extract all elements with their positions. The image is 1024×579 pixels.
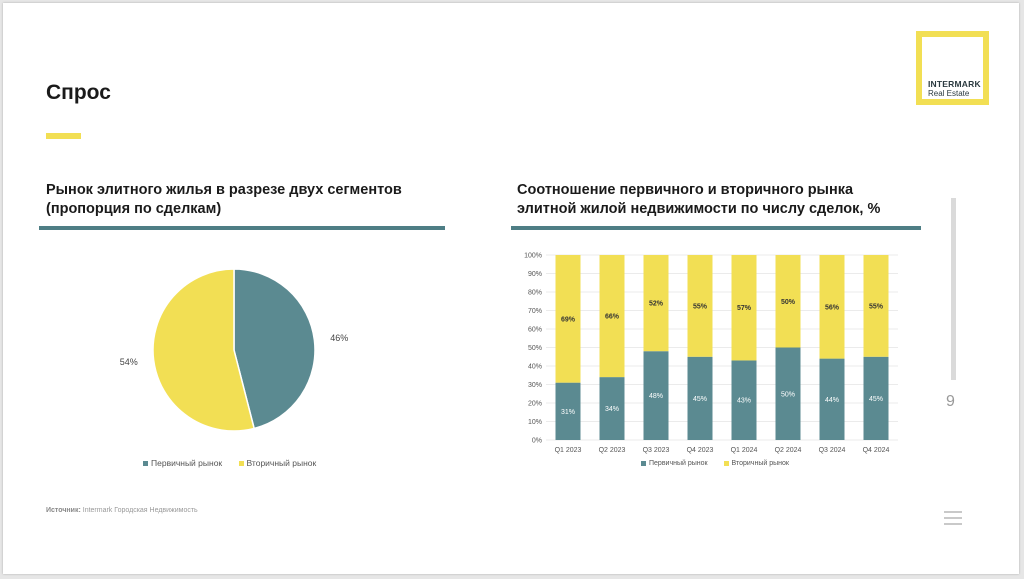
page-number: 9 bbox=[946, 393, 955, 410]
y-tick-label: 10% bbox=[528, 419, 542, 426]
right-divider bbox=[511, 226, 921, 230]
bar-segment-secondary bbox=[863, 255, 889, 357]
y-tick-label: 60% bbox=[528, 327, 542, 334]
y-tick-label: 100% bbox=[524, 253, 542, 260]
stacked-bar-chart: 0% 10% 20% 30% 40% 50% 60% 70% 80% 90% 100% 31% 69% Q… bbox=[524, 253, 898, 454]
bar-segment-primary bbox=[775, 347, 801, 440]
y-tick-label: 80% bbox=[528, 290, 542, 297]
y-tick-label: 50% bbox=[528, 345, 542, 352]
bar-segment-secondary bbox=[819, 255, 845, 359]
pie-legend: Первичный рынок Вторичный рынок bbox=[143, 458, 330, 468]
bar-legend: Первичный рынок Вторичный рынок bbox=[641, 460, 803, 467]
legend-item-primary: Первичный рынок bbox=[143, 458, 222, 468]
bar-value-label: 55% bbox=[869, 303, 884, 310]
pie-chart: 46% 54% bbox=[120, 268, 348, 432]
scroll-track[interactable] bbox=[951, 198, 956, 380]
y-tick-label: 30% bbox=[528, 382, 542, 389]
bar-value-label: 57% bbox=[737, 305, 752, 312]
x-tick-label: Q4 2023 bbox=[687, 447, 714, 454]
bar-segment-primary bbox=[599, 377, 625, 440]
title-accent-bar bbox=[46, 133, 81, 139]
bar-value-label: 48% bbox=[649, 393, 663, 400]
bar-segment-primary bbox=[731, 360, 757, 440]
x-tick-label: Q3 2024 bbox=[819, 447, 846, 454]
bar-value-label: 34% bbox=[605, 406, 619, 413]
bar-segment-primary bbox=[643, 351, 669, 440]
legend-swatch-primary bbox=[143, 461, 148, 467]
left-chart-title-line2: (пропорция по сделкам) bbox=[46, 201, 222, 217]
right-chart-title: Соотношение первичного и вторичного рынк… bbox=[517, 181, 880, 219]
logo-name: INTERMARK bbox=[928, 79, 981, 89]
pie-slice-primary bbox=[233, 268, 316, 430]
bar-value-label: 52% bbox=[649, 301, 664, 308]
bar-segment-secondary bbox=[731, 255, 757, 361]
y-tick-label: 70% bbox=[528, 308, 542, 315]
pie-slice-secondary bbox=[152, 268, 256, 432]
bar-legend-swatch-primary bbox=[641, 460, 646, 466]
pie-label-secondary: 54% bbox=[120, 357, 138, 367]
y-tick-label: 40% bbox=[528, 364, 542, 371]
slide: Спрос INTERMARK Real Estate Рынок элитно… bbox=[3, 3, 1019, 574]
x-tick-label: Q4 2024 bbox=[863, 447, 890, 454]
bar-value-label: 45% bbox=[693, 396, 707, 403]
source-text: Intermark Городская Недвижимость bbox=[82, 507, 198, 514]
bar-segment-secondary bbox=[643, 255, 669, 352]
y-tick-label: 90% bbox=[528, 271, 542, 278]
x-tick-label: Q3 2023 bbox=[643, 447, 670, 454]
page-title: Спрос bbox=[46, 81, 111, 104]
bar-legend-swatch-secondary bbox=[723, 460, 729, 466]
bar-segment-primary bbox=[863, 356, 889, 440]
bar-value-label: 55% bbox=[693, 303, 708, 310]
left-chart-title: Рынок элитного жилья в разрезе двух сегм… bbox=[46, 181, 402, 219]
legend-item-secondary: Вторичный рынок bbox=[238, 458, 317, 468]
bar-value-label: 31% bbox=[561, 409, 575, 416]
logo-subtitle: Real Estate bbox=[928, 89, 970, 98]
y-tick-label: 20% bbox=[528, 401, 542, 408]
legend-label-secondary: Вторичный рынок bbox=[246, 458, 317, 468]
pie-label-primary: 46% bbox=[330, 333, 348, 343]
bar-segment-secondary bbox=[687, 255, 713, 357]
bar-segment-primary bbox=[819, 358, 845, 440]
bar-value-label: 69% bbox=[561, 316, 576, 323]
bar-legend-item-primary: Первичный рынок bbox=[641, 460, 708, 467]
bar-segment-secondary bbox=[775, 255, 801, 348]
bar-legend-item-secondary: Вторичный рынок bbox=[723, 460, 789, 467]
bar-legend-label-primary: Первичный рынок bbox=[649, 460, 708, 467]
menu-icon[interactable] bbox=[944, 511, 962, 529]
legend-swatch-secondary bbox=[238, 461, 244, 467]
x-tick-label: Q1 2023 bbox=[555, 447, 582, 454]
right-chart-title-line1: Соотношение первичного и вторичного рынк… bbox=[517, 182, 854, 198]
bar-value-label: 66% bbox=[605, 314, 620, 321]
bar-segment-primary bbox=[555, 382, 581, 440]
x-tick-label: Q2 2023 bbox=[599, 447, 626, 454]
bar-value-label: 43% bbox=[737, 398, 751, 405]
source-note: Источник: Intermark Городская Недвижимос… bbox=[46, 507, 198, 514]
x-tick-label: Q2 2024 bbox=[775, 447, 802, 454]
bar-segment-primary bbox=[687, 356, 713, 440]
left-chart-title-line1: Рынок элитного жилья в разрезе двух сегм… bbox=[46, 182, 402, 198]
bar-value-label: 50% bbox=[781, 391, 795, 398]
left-divider bbox=[39, 226, 445, 230]
bar-value-label: 45% bbox=[869, 396, 883, 403]
bar-value-label: 44% bbox=[825, 397, 839, 404]
intermark-logo: INTERMARK Real Estate bbox=[916, 31, 989, 105]
bar-legend-label-secondary: Вторичный рынок bbox=[731, 460, 789, 467]
x-tick-label: Q1 2024 bbox=[731, 447, 758, 454]
right-chart-title-line2: элитной жилой недвижимости по числу сдел… bbox=[517, 201, 881, 217]
bar-value-label: 56% bbox=[825, 304, 840, 311]
bar-segment-secondary bbox=[555, 255, 581, 383]
legend-label-primary: Первичный рынок bbox=[151, 458, 223, 468]
y-tick-label: 0% bbox=[532, 438, 542, 445]
bar-segment-secondary bbox=[599, 255, 625, 378]
source-label: Источник: bbox=[46, 507, 81, 514]
bar-value-label: 50% bbox=[781, 299, 796, 306]
